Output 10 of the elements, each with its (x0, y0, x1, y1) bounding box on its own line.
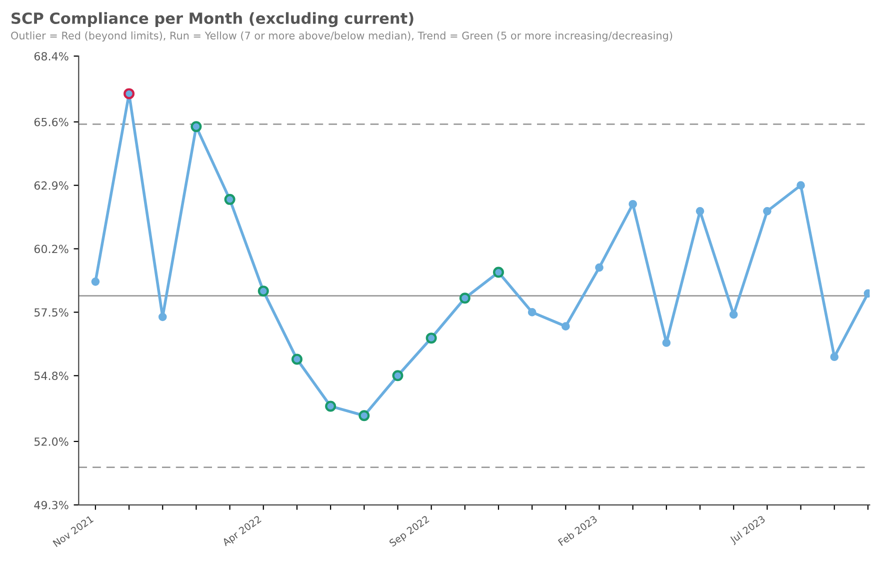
y-tick-label: 57.5% (34, 308, 68, 317)
y-tick-label: 49.3% (34, 500, 68, 510)
y-tick-label: 68.4% (34, 52, 68, 60)
y-tick-label: 52.0% (34, 437, 68, 446)
chart-subtitle: Outlier = Red (beyond limits), Run = Yellow (7 or more above/below median), Trend = Green (5 or more increasing/decreasing) (11, 31, 672, 42)
chart-title: SCP Compliance per Month (excluding current) (12, 12, 414, 28)
y-tick-label: 62.9% (34, 181, 68, 190)
y-tick-label: 65.6% (34, 118, 68, 126)
y-tick-label: 54.8% (34, 372, 68, 380)
y-tick-label: 60.2% (34, 244, 68, 254)
